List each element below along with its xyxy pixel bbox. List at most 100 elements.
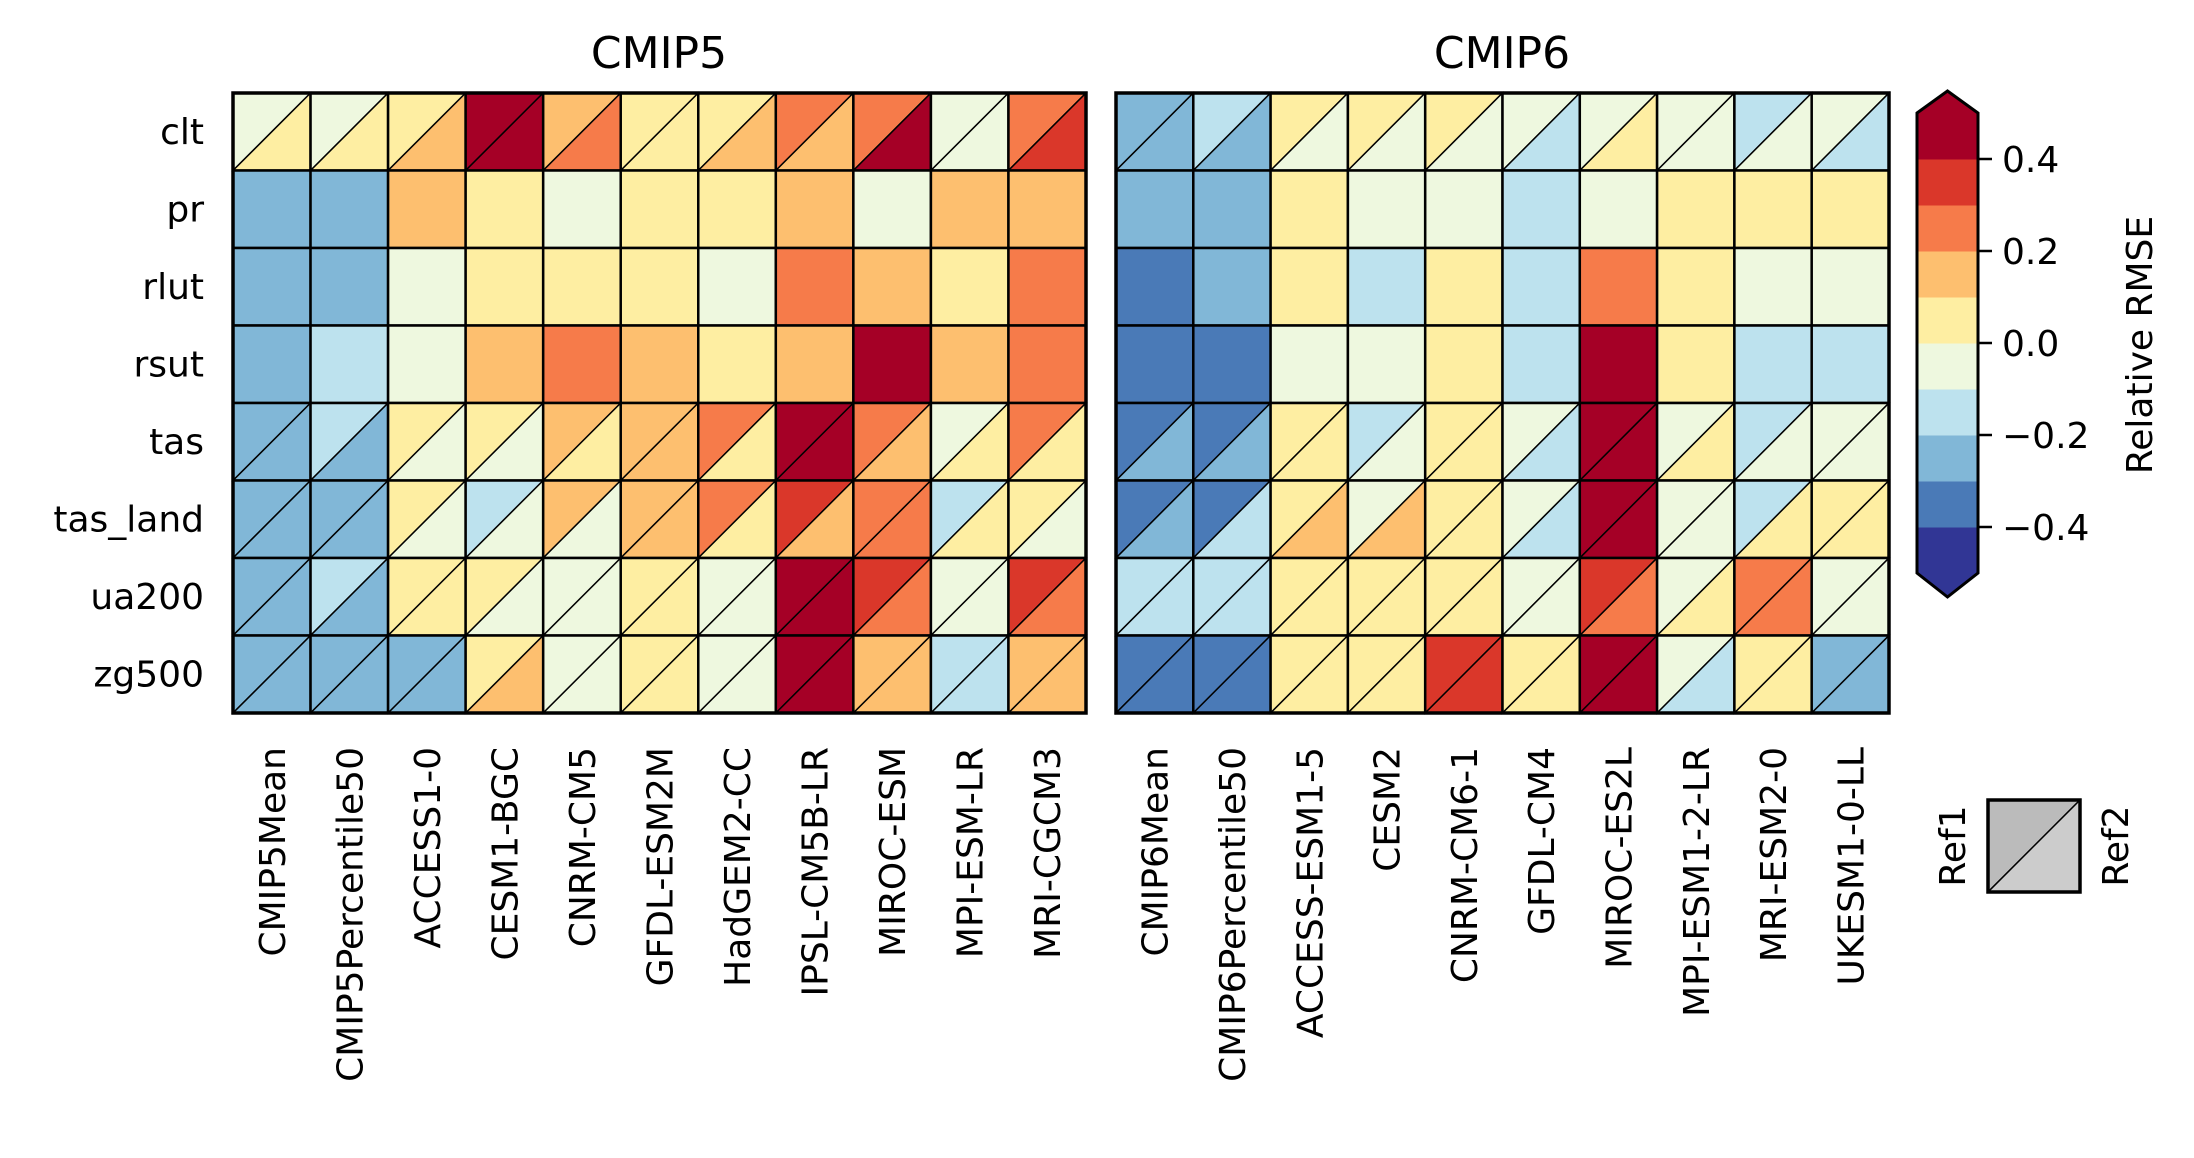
cell-tas-GFDL-ESM2M <box>618 401 701 483</box>
cell-zg500-MIROC-ES2L <box>1577 633 1659 715</box>
cell-square <box>310 248 389 326</box>
cell-pr-MPI-ESM1-2-LR <box>1655 169 1736 250</box>
cell-square <box>1811 248 1889 326</box>
cell-square <box>310 325 389 403</box>
cell-square <box>543 170 621 248</box>
panel-CMIP5: CMIP5Mean CMIP5Percentile50 ACCESS1-0 CESM1… <box>53 91 1088 1082</box>
column-label: CNRM-CM5 <box>563 747 604 947</box>
row-label: clt <box>160 112 204 153</box>
cell-rsut-UKESM1-0-LL <box>1810 324 1891 405</box>
cell-tas_land-CNRM-CM6-1 <box>1423 478 1505 560</box>
column-label: MPI-ESM1-2-LR <box>1677 747 1718 1017</box>
cell-tas-CMIP6Percentile50 <box>1191 401 1273 483</box>
colorbar-bin <box>1917 481 1978 528</box>
cell-rlut-UKESM1-0-LL <box>1810 246 1891 327</box>
cell-rlut-MIROC-ES2L <box>1578 246 1659 327</box>
cell-rlut-ACCESS1-0 <box>386 246 467 327</box>
cell-tas_land-MIROC-ESM <box>851 478 933 560</box>
column-label: CMIP5Percentile50 <box>330 747 371 1082</box>
column-label: CESM2 <box>1368 747 1409 872</box>
cell-zg500-CMIP5Percentile50 <box>308 633 390 715</box>
cell-rlut-CMIP6Percentile50 <box>1192 246 1272 327</box>
cell-square <box>930 325 1009 403</box>
cell-ua200-MRI-CGCM3 <box>1006 556 1088 638</box>
cell-square <box>233 170 311 248</box>
cell-rsut-CESM1-BGC <box>464 324 545 405</box>
column-label: UKESM1-0-LL <box>1831 747 1872 986</box>
cell-tas_land-MPI-ESM1-2-LR <box>1655 478 1737 560</box>
colorbar-bin <box>1917 205 1978 252</box>
cell-ua200-CMIP6Percentile50 <box>1191 556 1273 638</box>
cell-square <box>1116 325 1194 403</box>
colorbar-bin <box>1917 251 1978 298</box>
cell-clt-CNRM-CM5 <box>541 91 623 173</box>
cell-pr-CESM2 <box>1346 169 1427 250</box>
cell-square <box>1579 170 1658 248</box>
cell-pr-UKESM1-0-LL <box>1810 169 1891 250</box>
cell-zg500-ACCESS1-0 <box>386 633 468 715</box>
cell-rsut-MRI-CGCM3 <box>1007 324 1088 405</box>
cell-tas_land-CMIP5Mean <box>231 478 313 560</box>
cell-rsut-GFDL-ESM2M <box>619 324 700 405</box>
cell-zg500-MRI-CGCM3 <box>1006 633 1088 715</box>
cell-clt-GFDL-ESM2M <box>618 91 701 173</box>
cell-zg500-MRI-ESM2-0 <box>1732 633 1814 715</box>
cell-rsut-MPI-ESM1-2-LR <box>1655 324 1736 405</box>
cell-rsut-MPI-ESM-LR <box>929 324 1010 405</box>
cell-tas_land-MPI-ESM-LR <box>929 478 1011 560</box>
cell-ua200-HadGEM2-CC <box>696 556 778 638</box>
row-label: ua200 <box>90 577 204 618</box>
colorbar-bin <box>1917 343 1978 390</box>
colorbar-bin <box>1917 389 1978 436</box>
cell-pr-GFDL-ESM2M <box>619 169 700 250</box>
colorbar-tick-label: 0.2 <box>2002 232 2059 273</box>
cell-square <box>853 170 931 248</box>
cell-tas_land-CESM1-BGC <box>463 478 545 560</box>
cell-tas-CMIP5Mean <box>231 401 313 483</box>
cell-square <box>388 248 466 326</box>
column-label: CESM1-BGC <box>485 747 526 961</box>
cell-tas-CNRM-CM5 <box>541 401 623 483</box>
cell-zg500-MPI-ESM1-2-LR <box>1655 633 1737 715</box>
cell-square <box>930 170 1009 248</box>
cell-ua200-UKESM1-0-LL <box>1809 556 1891 638</box>
cell-square <box>233 325 311 403</box>
column-label: MIROC-ES2L <box>1599 747 1640 969</box>
cell-clt-CMIP6Percentile50 <box>1191 91 1273 173</box>
cell-square <box>465 325 544 403</box>
cell-pr-MRI-CGCM3 <box>1007 169 1088 250</box>
cell-tas_land-MRI-ESM2-0 <box>1732 478 1814 560</box>
column-label: GFDL-ESM2M <box>641 747 682 986</box>
cell-rsut-ACCESS1-0 <box>386 324 467 405</box>
cell-square <box>1579 248 1658 326</box>
cell-rsut-HadGEM2-CC <box>697 324 778 405</box>
cell-rsut-ACCESS-ESM1-5 <box>1269 324 1350 405</box>
cell-square <box>620 170 699 248</box>
cell-ua200-CMIP6Mean <box>1114 556 1196 638</box>
heatmap-panels: CMIP5Mean CMIP5Percentile50 ACCESS1-0 CESM1… <box>53 91 1891 1082</box>
cell-pr-IPSL-CM5B-LR <box>774 169 855 250</box>
cell-clt-CMIP6Mean <box>1114 91 1196 173</box>
cell-square <box>1116 248 1194 326</box>
cell-rsut-CMIP6Mean <box>1114 324 1195 405</box>
cell-clt-MPI-ESM1-2-LR <box>1655 91 1737 173</box>
cell-clt-CMIP5Percentile50 <box>308 91 390 173</box>
cell-pr-CMIP6Mean <box>1114 169 1195 250</box>
row-label: rlut <box>142 267 204 308</box>
cell-ua200-GFDL-ESM2M <box>618 556 701 638</box>
cell-rlut-MRI-CGCM3 <box>1007 246 1088 327</box>
cell-square <box>1734 170 1812 248</box>
cell-rlut-MRI-ESM2-0 <box>1733 246 1813 327</box>
cell-tas_land-ACCESS1-0 <box>386 478 468 560</box>
column-label: ACCESS-ESM1-5 <box>1290 747 1331 1038</box>
cell-rlut-CNRM-CM6-1 <box>1423 246 1504 327</box>
cell-rlut-HadGEM2-CC <box>697 246 778 327</box>
cell-square <box>1193 170 1271 248</box>
cell-ua200-CESM2 <box>1346 556 1428 638</box>
cell-square <box>620 325 699 403</box>
colorbar-tick-label: −0.4 <box>2002 508 2089 549</box>
cell-ua200-MIROC-ESM <box>851 556 933 638</box>
cell-tas-MPI-ESM-LR <box>929 401 1011 483</box>
cell-square <box>1657 325 1735 403</box>
column-label: ACCESS1-0 <box>408 747 449 949</box>
